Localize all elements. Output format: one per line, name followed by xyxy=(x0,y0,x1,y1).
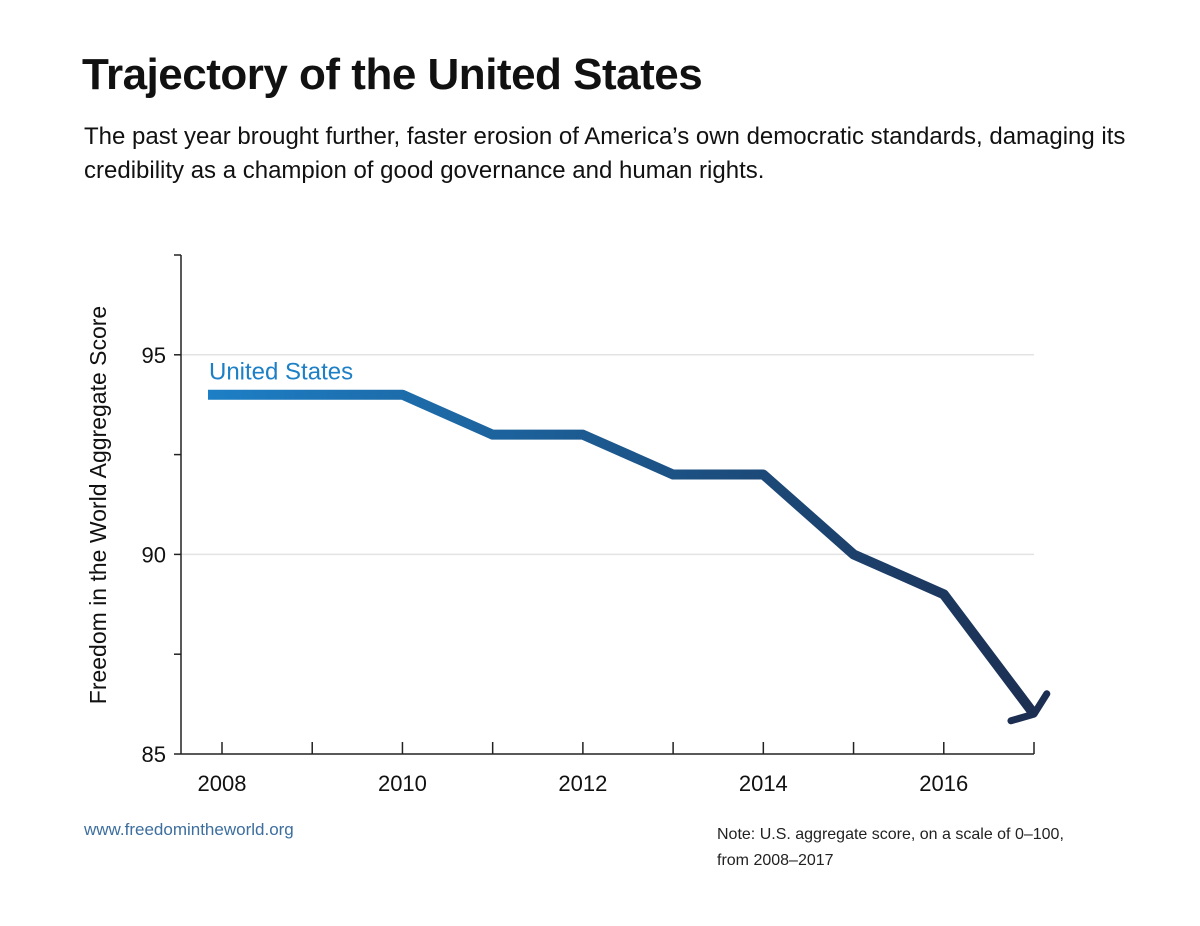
series-group: United States xyxy=(208,359,1051,725)
chart-note: Note: U.S. aggregate score, on a scale o… xyxy=(717,822,1117,874)
data-point-2014 xyxy=(758,470,768,480)
series-arrow-head xyxy=(1007,690,1051,725)
x-tick-label-2014: 2014 xyxy=(739,771,788,796)
note-line-1: Note: U.S. aggregate score, on a scale o… xyxy=(717,826,1064,843)
source-link[interactable]: www.freedomintheworld.org xyxy=(84,820,294,839)
data-point-2010 xyxy=(397,390,407,400)
data-point-2008 xyxy=(217,390,227,400)
data-point-2016 xyxy=(939,589,949,599)
series-label-united-states: United States xyxy=(209,359,353,386)
tick-labels: 85 90 95 2008 2010 2012 2014 2016 xyxy=(142,343,969,796)
y-tick-label-85: 85 xyxy=(142,742,166,767)
series-line-united-states xyxy=(208,389,1038,718)
x-tick-label-2012: 2012 xyxy=(558,771,607,796)
gridlines xyxy=(181,354,1034,556)
data-point-2012 xyxy=(578,430,588,440)
chart-title: Trajectory of the United States xyxy=(82,50,703,99)
axes xyxy=(174,254,1035,755)
y-tick-label-95: 95 xyxy=(142,343,166,368)
y-axis-label: Freedom in the World Aggregate Score xyxy=(85,306,111,704)
data-point-2011 xyxy=(488,430,498,440)
data-point-2009 xyxy=(307,390,317,400)
note-line-2: from 2008–2017 xyxy=(717,852,834,869)
x-tick-label-2008: 2008 xyxy=(198,771,247,796)
x-tick-label-2010: 2010 xyxy=(378,771,427,796)
x-tick-label-2016: 2016 xyxy=(919,771,968,796)
chart-subtitle: The past year brought further, faster er… xyxy=(84,123,1126,184)
y-tick-label-90: 90 xyxy=(142,542,166,567)
data-point-2015 xyxy=(849,549,859,559)
data-point-2013 xyxy=(668,470,678,480)
